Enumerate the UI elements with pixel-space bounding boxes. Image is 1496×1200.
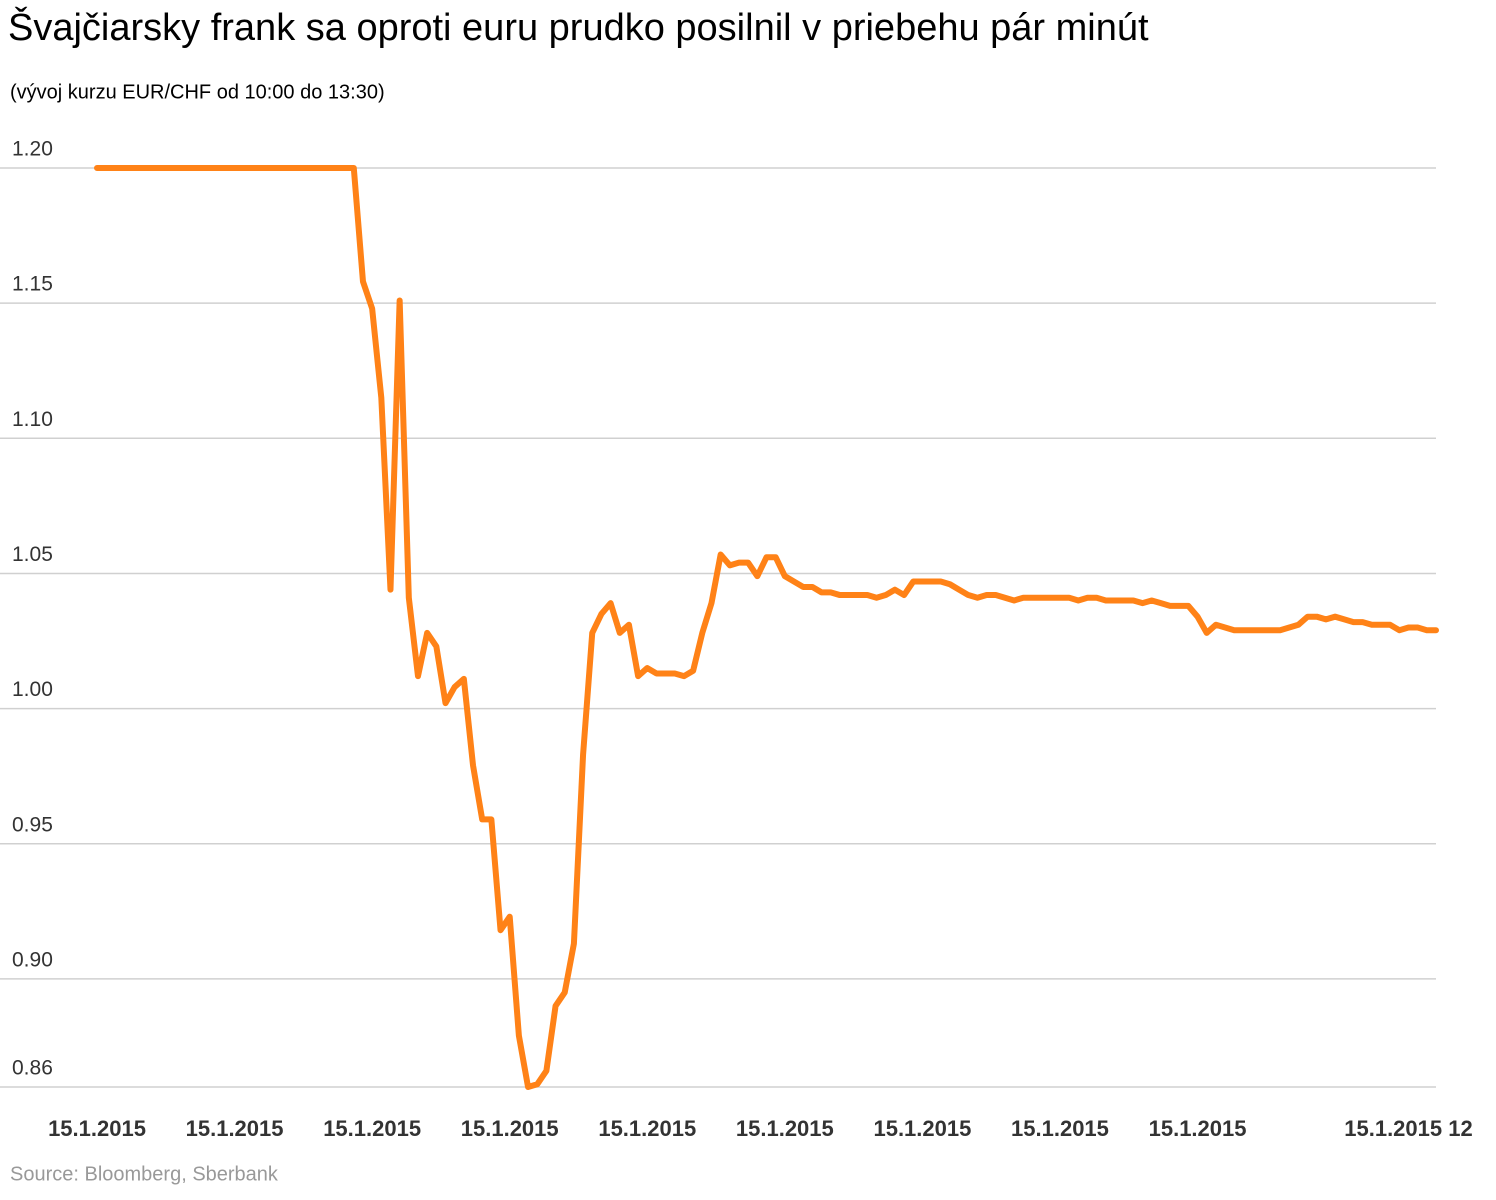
x-tick-label: 15.1.2015 — [48, 1116, 146, 1141]
x-tick-label: 15.1.2015 — [598, 1116, 696, 1141]
source: Source: Bloomberg, Sberbank — [10, 1163, 279, 1185]
y-tick-label: 1.10 — [12, 408, 53, 431]
x-tick-label: 15.1.2015 — [736, 1116, 834, 1141]
x-tick-label: 15.1.2015 — [323, 1116, 421, 1141]
x-tick-label: 15.1.2015 — [873, 1116, 971, 1141]
chart-title: Švajčiarsky frank sa oproti euru prudko … — [8, 5, 1149, 49]
y-tick-label: 0.95 — [12, 813, 53, 836]
y-tick-label: 1.05 — [12, 543, 53, 566]
x-tick-label: 15.1.2015 — [461, 1116, 559, 1141]
y-tick-label: 1.00 — [12, 678, 53, 701]
x-tick-label: 15.1.2015 — [1011, 1116, 1109, 1141]
y-tick-label: 1.15 — [12, 273, 53, 296]
x-tick-label: 15.1.2015 — [1149, 1116, 1247, 1141]
x-tick-label: 15.1.2015 12 — [1344, 1116, 1472, 1141]
y-tick-label: 0.90 — [12, 948, 53, 971]
x-tick-label: 15.1.2015 — [186, 1116, 284, 1141]
y-tick-label: 1.20 — [12, 138, 53, 161]
data-line — [94, 165, 1439, 1090]
chart-subtitle: (vývoj kurzu EUR/CHF od 10:00 do 13:30) — [10, 81, 385, 103]
y-tick-label: 0.86 — [12, 1057, 53, 1080]
